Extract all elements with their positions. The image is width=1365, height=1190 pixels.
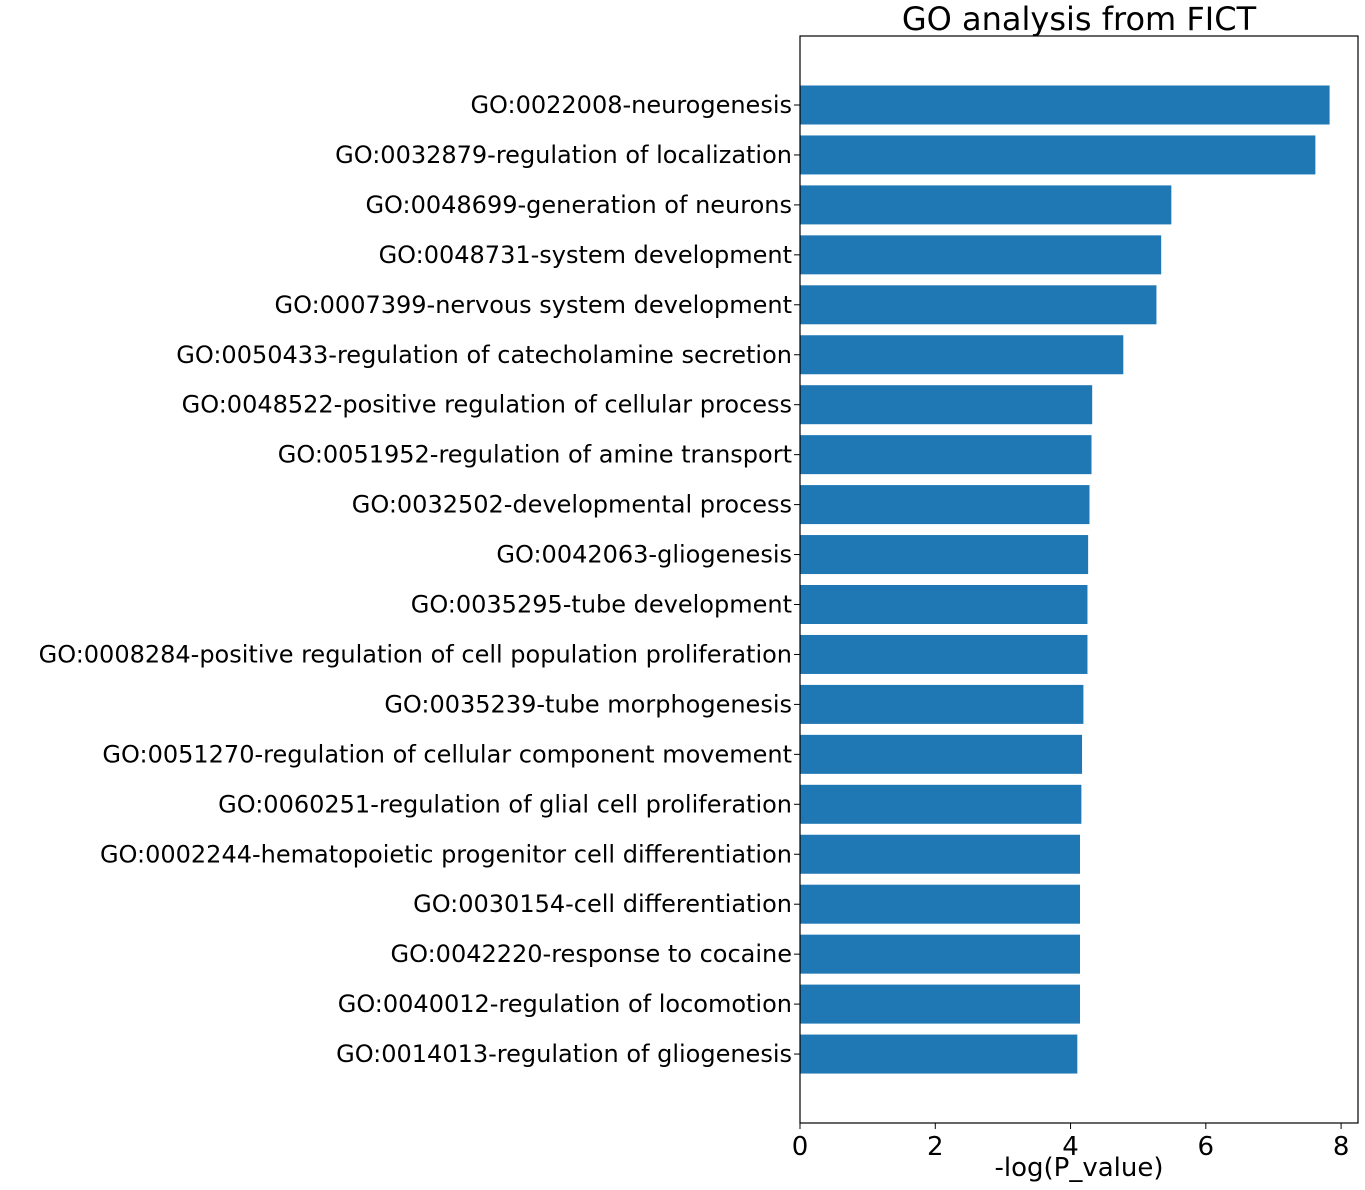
bar-1	[800, 135, 1316, 175]
category-label-4: GO:0007399-nervous system development	[275, 291, 793, 319]
x-tick-label-4: 8	[1333, 1132, 1350, 1162]
bar-2	[800, 185, 1172, 225]
bars-group	[800, 85, 1330, 1074]
bar-15	[800, 834, 1081, 874]
bar-18	[800, 984, 1081, 1024]
chart-title: GO analysis from FICT	[902, 0, 1257, 38]
category-label-10: GO:0035295-tube development	[411, 591, 792, 619]
category-label-15: GO:0002244-hematopoietic progenitor cell…	[100, 840, 792, 868]
bar-10	[800, 585, 1088, 624]
category-label-1: GO:0032879-regulation of localization	[335, 141, 792, 169]
category-label-11: GO:0008284-positive regulation of cell p…	[39, 640, 792, 668]
x-tick-label-2: 4	[1062, 1132, 1079, 1162]
x-tick-label-0: 0	[792, 1132, 809, 1162]
bar-0	[800, 85, 1330, 125]
bar-6	[800, 385, 1093, 425]
bar-9	[800, 535, 1089, 575]
category-label-8: GO:0032502-developmental process	[352, 491, 792, 519]
x-axis: 0 2 4 6 8	[792, 1123, 1350, 1162]
category-label-12: GO:0035239-tube morphogenesis	[384, 690, 792, 718]
x-axis-label: -log(P_value)	[995, 1153, 1164, 1183]
category-label-2: GO:0048699-generation of neurons	[365, 191, 792, 219]
bar-7	[800, 435, 1092, 475]
category-label-9: GO:0042063-gliogenesis	[496, 541, 792, 569]
plot-frame	[799, 35, 1359, 1124]
bar-12	[800, 684, 1084, 724]
category-labels-group: GO:0022008-neurogenesis GO:0032879-regula…	[39, 91, 800, 1068]
category-label-0: GO:0022008-neurogenesis	[470, 91, 792, 119]
category-label-7: GO:0051952-regulation of amine transport	[278, 441, 792, 469]
bar-5	[800, 335, 1124, 375]
category-label-14: GO:0060251-regulation of glial cell prol…	[218, 790, 792, 818]
bar-11	[800, 634, 1088, 674]
category-label-5: GO:0050433-regulation of catecholamine s…	[176, 341, 792, 369]
category-label-18: GO:0040012-regulation of locomotion	[338, 990, 792, 1018]
category-label-13: GO:0051270-regulation of cellular compon…	[102, 740, 792, 768]
bar-16	[800, 884, 1081, 924]
category-label-16: GO:0030154-cell differentiation	[413, 890, 792, 918]
category-label-17: GO:0042220-response to cocaine	[391, 940, 792, 968]
category-label-19: GO:0014013-regulation of gliogenesis	[336, 1040, 792, 1068]
bar-3	[800, 235, 1162, 275]
bar-13	[800, 734, 1083, 774]
x-tick-label-1: 2	[927, 1132, 944, 1162]
x-tick-label-3: 6	[1198, 1132, 1215, 1162]
bar-8	[800, 485, 1090, 525]
category-label-3: GO:0048731-system development	[379, 241, 792, 269]
bar-19	[800, 1034, 1078, 1074]
bar-14	[800, 784, 1082, 824]
bar-4	[800, 285, 1157, 325]
category-label-6: GO:0048522-positive regulation of cellul…	[182, 391, 792, 419]
bar-17	[800, 934, 1081, 974]
